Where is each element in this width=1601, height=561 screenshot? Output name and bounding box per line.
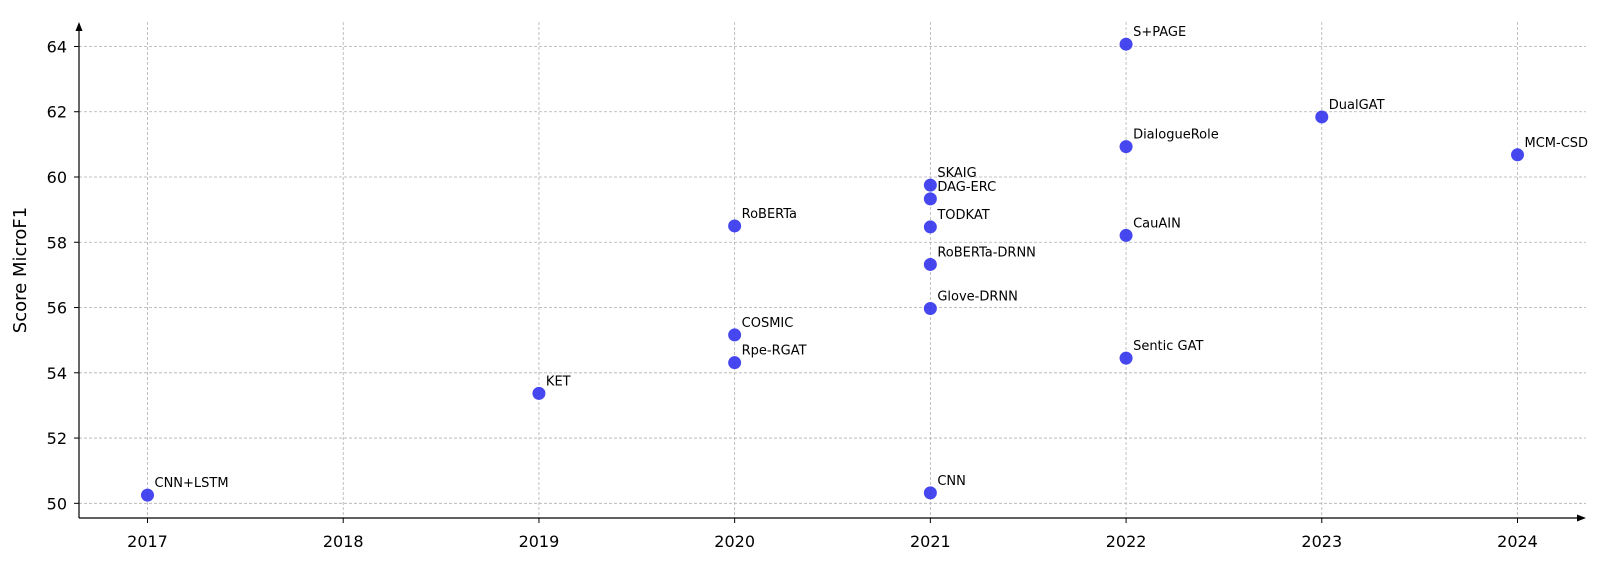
axes: [75, 22, 1586, 522]
data-label: RoBERTa: [742, 207, 797, 222]
data-label: CNN+LSTM: [155, 476, 229, 491]
data-label: MCM-CSD: [1525, 136, 1589, 151]
x-axis-arrow-icon: [1577, 514, 1586, 522]
x-tick-label: 2022: [1106, 532, 1147, 551]
data-point: [923, 178, 937, 192]
data-point: [728, 328, 742, 342]
y-tick-label: 60: [47, 168, 67, 187]
data-points: [141, 37, 1524, 502]
data-point: [728, 219, 742, 233]
x-tick-label: 2018: [323, 532, 364, 551]
y-tick-label: 50: [47, 494, 67, 513]
y-tick-label: 64: [47, 37, 67, 56]
y-tick-label: 56: [47, 299, 67, 318]
data-label: KET: [546, 374, 571, 389]
data-label: DAG-ERC: [937, 180, 996, 195]
data-labels: CNN+LSTM KET RoBERTa COSMIC Rpe-RGAT SKAIGDAG…: [155, 25, 1589, 491]
x-tick-label: 2020: [714, 532, 755, 551]
data-label: CNN: [937, 474, 966, 489]
y-axis-arrow-icon: [75, 22, 83, 31]
data-label: Sentic GAT: [1133, 339, 1203, 354]
ticks: 2017 2018 2019 2020 2021 2022 2023 2024 50 52 54 56…: [47, 37, 1538, 551]
grid: [79, 22, 1586, 518]
data-point: [1511, 148, 1524, 162]
data-point: [532, 386, 546, 400]
data-label: COSMIC: [742, 316, 794, 331]
data-point: [923, 302, 937, 316]
y-tick-label: 58: [47, 233, 67, 252]
data-label: DualGAT: [1329, 98, 1385, 113]
data-label: Glove-DRNN: [937, 290, 1018, 305]
data-point: [923, 257, 937, 271]
x-tick-label: 2017: [127, 532, 168, 551]
x-tick-label: 2024: [1497, 532, 1538, 551]
data-point: [1119, 351, 1133, 365]
data-point: [1119, 37, 1133, 51]
data-point: [923, 486, 937, 500]
data-label: TODKAT: [936, 208, 989, 223]
data-label: Rpe-RGAT: [742, 344, 807, 359]
x-tick-label: 2021: [910, 532, 951, 551]
data-point: [1119, 228, 1133, 242]
data-label: DialogueRole: [1133, 128, 1219, 143]
data-point: [923, 192, 937, 206]
data-label: CauAIN: [1133, 216, 1181, 231]
y-tick-label: 62: [47, 103, 67, 122]
x-tick-label: 2019: [519, 532, 560, 551]
data-point: [923, 220, 937, 234]
data-label: RoBERTa-DRNN: [937, 245, 1036, 260]
data-point: [728, 356, 742, 370]
data-point: [1119, 140, 1133, 154]
x-tick-label: 2023: [1301, 532, 1342, 551]
y-axis-title: Score MicroF1: [10, 207, 31, 333]
data-label: S+PAGE: [1133, 25, 1186, 40]
data-label: SKAIG: [937, 166, 976, 181]
data-point: [141, 488, 154, 502]
y-tick-label: 52: [47, 429, 67, 448]
data-point: [1315, 110, 1329, 124]
y-tick-label: 54: [47, 364, 67, 383]
